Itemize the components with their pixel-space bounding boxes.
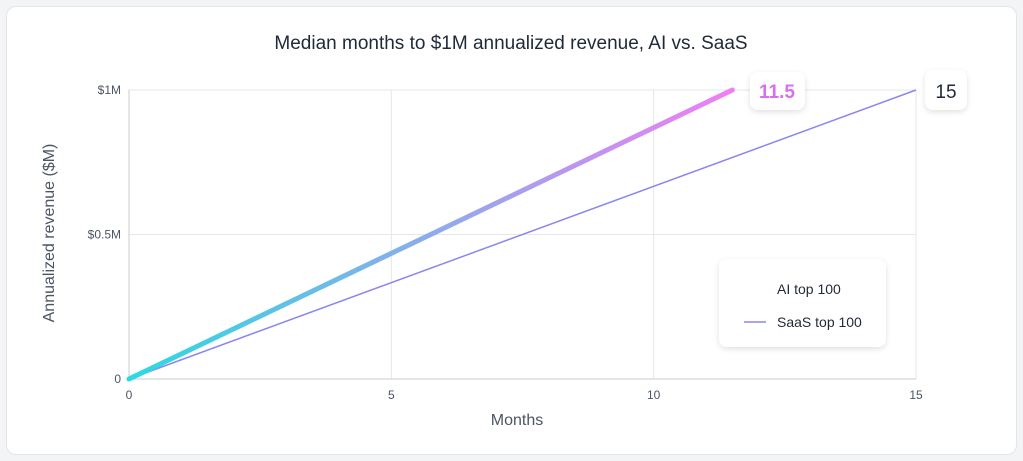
chart-card [6, 6, 1017, 455]
y-axis-label: Annualized revenue ($M) [41, 144, 58, 323]
y-tick-labels: 0 $0.5M $1M [88, 83, 122, 386]
ai-end-label-text: 11.5 [759, 82, 795, 103]
legend: AI top 100 SaaS top 100 [719, 259, 886, 347]
y-tick-label: $1M [98, 83, 121, 97]
chart-title: Median months to $1M annualized revenue,… [274, 33, 747, 54]
legend-label-saas: SaaS top 100 [777, 314, 862, 330]
ai-end-label-box [750, 72, 805, 110]
legend-box [719, 259, 886, 347]
x-tick-label: 0 [126, 388, 133, 402]
ai-end-label: 11.5 [750, 72, 805, 110]
series-lines [126, 87, 917, 382]
x-tick-label: 10 [647, 388, 661, 402]
y-tick-label: 0 [114, 372, 121, 386]
legend-label-ai: AI top 100 [777, 281, 841, 297]
saas-end-label-box [925, 70, 967, 110]
series-line-ai [126, 87, 735, 382]
saas-end-label: 15 [925, 70, 967, 110]
series-line-saas [128, 89, 917, 380]
x-tick-label: 5 [388, 388, 395, 402]
x-axis-label: Months [491, 412, 543, 429]
y-tick-label: $0.5M [88, 228, 121, 242]
x-tick-label: 15 [909, 388, 923, 402]
x-tick-labels: 0 5 10 15 [126, 388, 923, 402]
saas-end-label-text: 15 [935, 82, 956, 103]
